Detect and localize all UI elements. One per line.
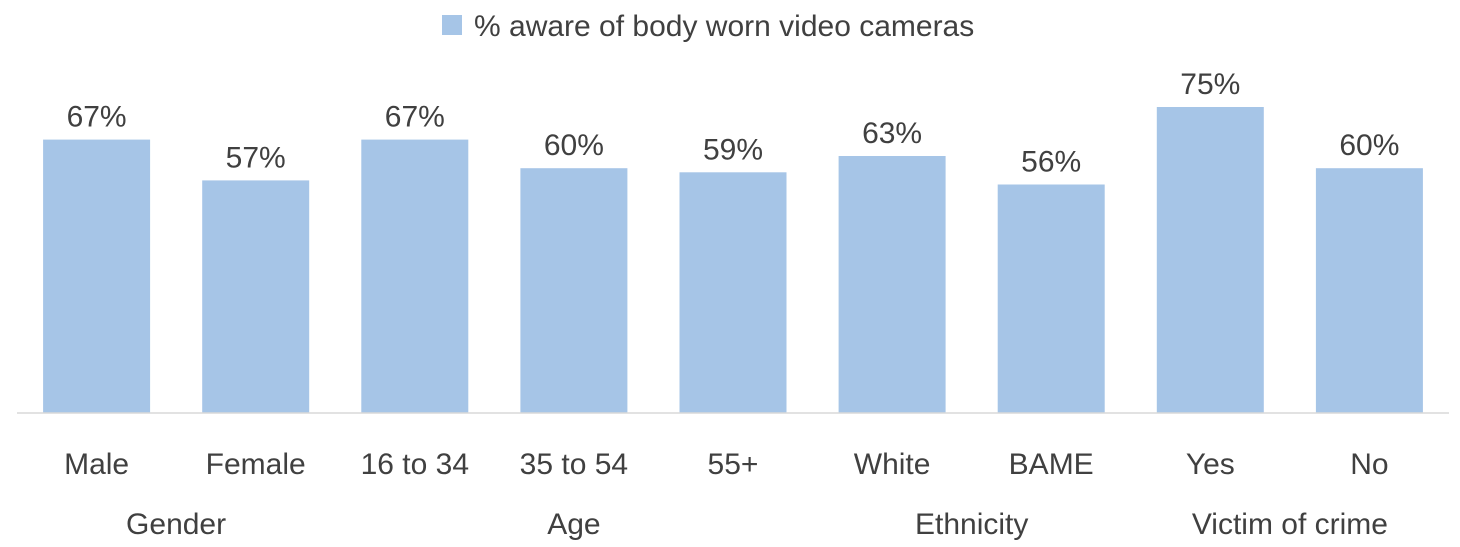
category-label: Female: [206, 448, 306, 481]
category-labels: Male Female 16 to 34 35 to 54 55+ White BAME Ye…: [64, 448, 1388, 481]
bar-bame: [997, 184, 1105, 413]
bar-55-: [679, 172, 787, 413]
category-label: No: [1350, 448, 1388, 481]
bar-no: [1315, 168, 1423, 413]
bar-yes: [1156, 107, 1264, 413]
legend-label: % aware of body worn video cameras: [474, 10, 974, 43]
value-label: 60%: [544, 129, 604, 162]
value-labels: 67% 57% 67% 60% 59% 63% 56% 75% 60%: [67, 68, 1400, 179]
category-label: Male: [64, 448, 129, 481]
bar-female: [202, 180, 310, 413]
category-label: Yes: [1186, 448, 1235, 481]
value-label: 63%: [862, 117, 922, 150]
category-label: 35 to 54: [520, 448, 628, 481]
category-label: White: [854, 448, 931, 481]
value-label: 60%: [1339, 129, 1399, 162]
legend: % aware of body worn video cameras: [442, 10, 974, 43]
value-label: 67%: [385, 101, 445, 134]
group-labels: Gender Age Ethnicity Victim of crime: [126, 508, 1388, 541]
value-label: 59%: [703, 133, 763, 166]
category-label: BAME: [1009, 448, 1094, 481]
group-label-victim-of-crime: Victim of crime: [1192, 508, 1388, 541]
category-label: 16 to 34: [361, 448, 469, 481]
category-label: 55+: [708, 448, 759, 481]
value-label: 56%: [1021, 146, 1081, 179]
value-label: 57%: [226, 141, 286, 174]
group-label-gender: Gender: [126, 508, 226, 541]
bar-35-to-54: [520, 168, 628, 413]
legend-swatch: [442, 15, 462, 35]
bar-white: [838, 156, 946, 413]
group-label-age: Age: [547, 508, 600, 541]
value-label: 67%: [67, 101, 127, 134]
group-label-ethnicity: Ethnicity: [915, 508, 1028, 541]
bar-male: [43, 139, 151, 413]
bars: [43, 107, 1423, 413]
bar-16-to-34: [361, 139, 469, 413]
value-label: 75%: [1180, 68, 1240, 101]
